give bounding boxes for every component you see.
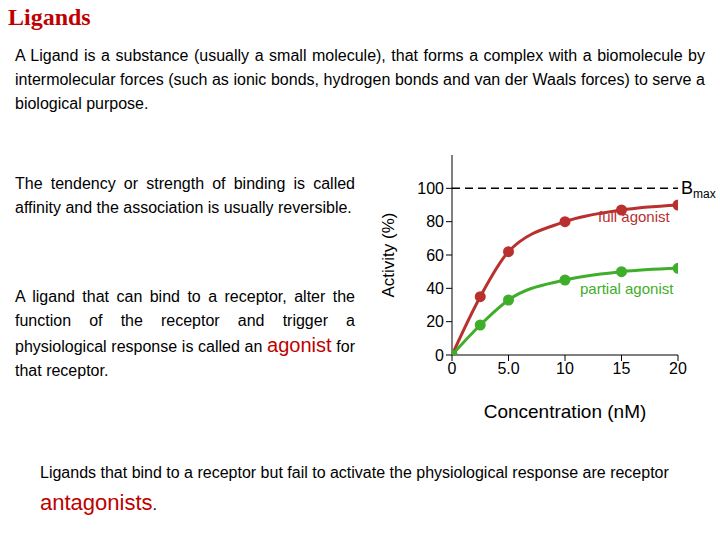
svg-text:Activity (%): Activity (%) xyxy=(379,213,398,298)
html-text:Ligands that bind to a recepto: Ligands that bind to a receptor but fail… xyxy=(40,464,669,481)
html-text:A Ligand is a substance (usual: A Ligand is a substance (usually a small… xyxy=(15,47,705,112)
svg-text:0: 0 xyxy=(448,360,457,377)
svg-text:40: 40 xyxy=(426,280,444,297)
svg-text:15: 15 xyxy=(613,360,631,377)
svg-text:20: 20 xyxy=(669,360,687,377)
svg-text:80: 80 xyxy=(426,213,444,230)
html-text:The tendency or strength of bi: The tendency or strength of binding is c… xyxy=(15,175,355,216)
svg-text:0: 0 xyxy=(435,347,444,364)
html-text:antagonists.: antagonists. xyxy=(40,490,157,515)
html-text:full agonist: full agonist xyxy=(598,208,670,225)
html-text:Ligands: Ligands xyxy=(8,4,91,30)
svg-text:100: 100 xyxy=(417,180,444,197)
svg-text:5.0: 5.0 xyxy=(497,360,519,377)
svg-text:20: 20 xyxy=(426,313,444,330)
svg-text:10: 10 xyxy=(556,360,574,377)
html-text:partial agonist: partial agonist xyxy=(580,280,674,297)
html-text:A ligand that can bind to a re: A ligand that can bind to a receptor, al… xyxy=(15,288,355,379)
svg-text:Concentration (nM): Concentration (nM) xyxy=(484,401,647,422)
svg-text:Bmax: Bmax xyxy=(681,178,712,201)
svg-text:60: 60 xyxy=(426,247,444,264)
